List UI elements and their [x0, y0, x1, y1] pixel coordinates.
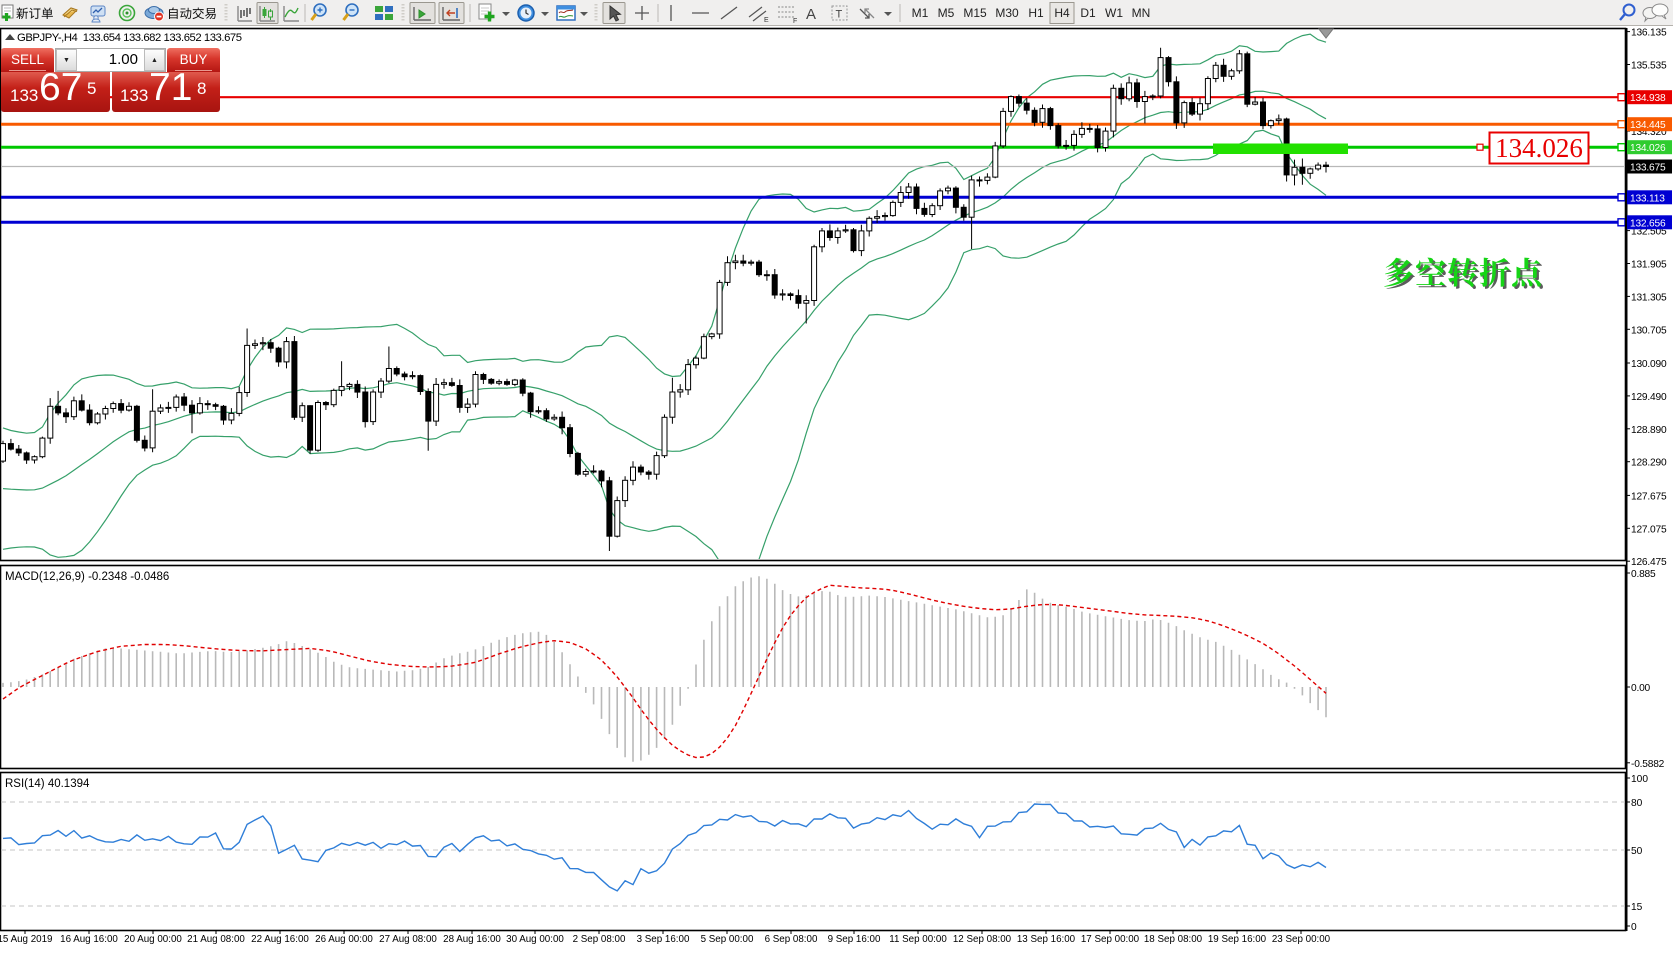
svg-text:MN: MN — [1132, 6, 1151, 20]
svg-text:M1: M1 — [912, 6, 929, 20]
svg-text:GBPJPY-,H4 133.654 133.682 13: GBPJPY-,H4 133.654 133.682 133.652 133.6… — [17, 32, 242, 44]
svg-text:135.535: 135.535 — [1631, 61, 1667, 72]
svg-text:133.675: 133.675 — [1630, 163, 1666, 174]
svg-text:0.00: 0.00 — [1631, 683, 1651, 694]
svg-text:130.090: 130.090 — [1631, 359, 1667, 370]
svg-text:134.445: 134.445 — [1630, 120, 1666, 131]
svg-text:16 Aug 16:00: 16 Aug 16:00 — [60, 934, 118, 945]
svg-text:MACD(12,26,9) -0.2348 -0.0486: MACD(12,26,9) -0.2348 -0.0486 — [5, 571, 169, 583]
svg-text:20 Aug 00:00: 20 Aug 00:00 — [124, 934, 182, 945]
svg-text:13 Sep 16:00: 13 Sep 16:00 — [1017, 934, 1076, 945]
svg-text:12 Sep 08:00: 12 Sep 08:00 — [953, 934, 1012, 945]
svg-text:134.026: 134.026 — [1630, 143, 1666, 154]
svg-text:-0.5882: -0.5882 — [1631, 759, 1665, 770]
svg-text:D1: D1 — [1080, 6, 1096, 20]
svg-text:134.320: 134.320 — [1631, 127, 1667, 138]
svg-text:134.938: 134.938 — [1630, 93, 1666, 104]
svg-text:T: T — [836, 9, 843, 21]
svg-text:M30: M30 — [995, 6, 1019, 20]
svg-text:80: 80 — [1631, 798, 1643, 809]
svg-text:50: 50 — [1631, 846, 1643, 857]
svg-text:131.905: 131.905 — [1631, 260, 1667, 271]
svg-text:5 Sep 00:00: 5 Sep 00:00 — [701, 934, 754, 945]
svg-text:6 Sep 08:00: 6 Sep 08:00 — [765, 934, 818, 945]
svg-text:17 Sep 00:00: 17 Sep 00:00 — [1081, 934, 1140, 945]
svg-text:RSI(14) 40.1394: RSI(14) 40.1394 — [5, 778, 90, 790]
svg-text:130.705: 130.705 — [1631, 325, 1667, 336]
svg-text:27 Aug 08:00: 27 Aug 08:00 — [379, 934, 437, 945]
svg-text:136.135: 136.135 — [1631, 28, 1667, 39]
svg-text:A: A — [806, 6, 816, 23]
svg-text:30 Aug 00:00: 30 Aug 00:00 — [506, 934, 564, 945]
svg-text:21 Aug 08:00: 21 Aug 08:00 — [187, 934, 245, 945]
svg-text:15: 15 — [1631, 902, 1643, 913]
svg-text:26 Aug 00:00: 26 Aug 00:00 — [315, 934, 373, 945]
svg-text:W1: W1 — [1105, 6, 1123, 20]
svg-text:132.505: 132.505 — [1631, 227, 1667, 238]
svg-text:22 Aug 16:00: 22 Aug 16:00 — [251, 934, 309, 945]
svg-text:F: F — [793, 18, 797, 25]
svg-text:3 Sep 16:00: 3 Sep 16:00 — [637, 934, 690, 945]
svg-text:18 Sep 08:00: 18 Sep 08:00 — [1144, 934, 1203, 945]
svg-text:0.885: 0.885 — [1631, 569, 1656, 580]
svg-text:2 Sep 08:00: 2 Sep 08:00 — [573, 934, 626, 945]
svg-text:133.113: 133.113 — [1630, 193, 1665, 204]
svg-text:127.075: 127.075 — [1631, 524, 1667, 535]
svg-text:19 Sep 16:00: 19 Sep 16:00 — [1208, 934, 1267, 945]
svg-text:132.656: 132.656 — [1630, 218, 1666, 229]
svg-text:131.305: 131.305 — [1631, 292, 1667, 303]
svg-text:128.890: 128.890 — [1631, 425, 1667, 436]
svg-text:H4: H4 — [1054, 6, 1070, 20]
svg-text:H1: H1 — [1028, 6, 1044, 20]
svg-text:15 Aug 2019: 15 Aug 2019 — [0, 934, 53, 945]
svg-text:11 Sep 00:00: 11 Sep 00:00 — [889, 934, 947, 945]
svg-text:126.475: 126.475 — [1631, 557, 1667, 568]
svg-text:M5: M5 — [938, 6, 955, 20]
svg-text:129.490: 129.490 — [1631, 392, 1667, 403]
svg-text:M15: M15 — [963, 6, 987, 20]
svg-text:128.290: 128.290 — [1631, 458, 1667, 469]
svg-text:127.675: 127.675 — [1631, 491, 1667, 502]
svg-text:E: E — [764, 17, 769, 24]
svg-text:134.026: 134.026 — [1495, 133, 1583, 163]
svg-text:9 Sep 16:00: 9 Sep 16:00 — [828, 934, 881, 945]
svg-text:28 Aug 16:00: 28 Aug 16:00 — [443, 934, 501, 945]
svg-text:0: 0 — [1631, 922, 1637, 933]
svg-text:100: 100 — [1631, 774, 1648, 785]
svg-text:23 Sep 00:00: 23 Sep 00:00 — [1272, 934, 1331, 945]
